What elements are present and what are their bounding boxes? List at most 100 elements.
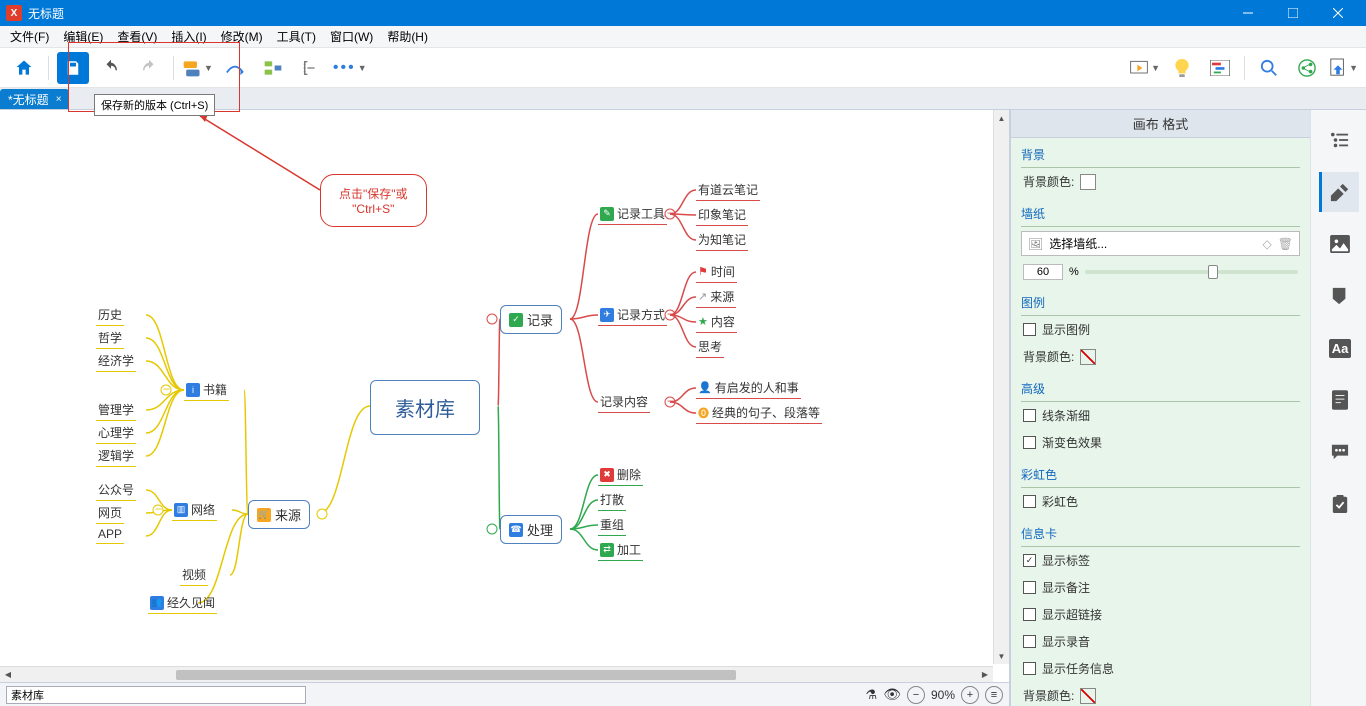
svg-text:−: − xyxy=(155,502,162,516)
tasks-checkbox[interactable] xyxy=(1023,662,1036,675)
links-checkbox[interactable] xyxy=(1023,608,1036,621)
mindmap-node[interactable]: ⇄加工 xyxy=(598,540,643,561)
menu-window[interactable]: 窗口(W) xyxy=(324,26,379,47)
image-tab-icon[interactable] xyxy=(1319,224,1359,264)
menu-view[interactable]: 查看(V) xyxy=(111,26,163,47)
mindmap-node[interactable]: 网页 xyxy=(96,503,124,524)
mindmap-node[interactable]: 哲学 xyxy=(96,328,124,349)
mindmap-node[interactable]: ☎处理 xyxy=(500,515,562,544)
wallpaper-opacity-slider[interactable]: 60% xyxy=(1021,260,1300,284)
menu-insert[interactable]: 插入(I) xyxy=(165,26,212,47)
presentation-dropdown[interactable]: ▼ xyxy=(1129,59,1160,77)
mindmap-node[interactable]: 🛒来源 xyxy=(248,500,310,529)
mindmap-node[interactable]: i书籍 xyxy=(184,380,229,401)
mindmap-node[interactable]: 视频 xyxy=(180,565,208,586)
menu-file[interactable]: 文件(F) xyxy=(4,26,55,47)
section-legend: 图例 xyxy=(1021,290,1300,316)
canvas-wrap: −−−−− 点击"保存"或 "Ctrl+S" ▲▼ ◀▶ 素材库✓记录✎记录工具… xyxy=(0,110,1010,706)
taper-checkbox[interactable] xyxy=(1023,409,1036,422)
mindmap-node[interactable]: 历史 xyxy=(96,305,124,326)
mindmap-node[interactable]: ✈记录方式 xyxy=(598,305,667,326)
mindmap-node[interactable]: 👤有启发的人和事 xyxy=(696,378,801,399)
tags-checkbox[interactable]: ✓ xyxy=(1023,554,1036,567)
legend-bg-swatch[interactable] xyxy=(1080,349,1096,365)
outline-input[interactable] xyxy=(6,686,306,704)
mindmap-node[interactable]: APP xyxy=(96,526,124,544)
undo-button[interactable] xyxy=(95,52,127,84)
menu-edit[interactable]: 编辑(E) xyxy=(57,26,109,47)
rainbow-checkbox[interactable] xyxy=(1023,495,1036,508)
tab-close-icon[interactable]: × xyxy=(53,93,65,105)
mindmap-node[interactable]: 印象笔记 xyxy=(696,205,748,226)
mindmap-node[interactable]: 经济学 xyxy=(96,351,136,372)
home-button[interactable] xyxy=(8,52,40,84)
fit-button[interactable]: ≡ xyxy=(985,686,1003,704)
mindmap-node[interactable]: ✓记录 xyxy=(500,305,562,334)
more-dropdown[interactable]: •••▼ xyxy=(333,59,367,77)
mindmap-canvas[interactable]: −−−−− 点击"保存"或 "Ctrl+S" ▲▼ ◀▶ 素材库✓记录✎记录工具… xyxy=(0,110,1009,682)
gantt-button[interactable] xyxy=(1204,52,1236,84)
idea-button[interactable] xyxy=(1166,52,1198,84)
gradient-checkbox[interactable] xyxy=(1023,436,1036,449)
zoom-in-button[interactable]: + xyxy=(961,686,979,704)
notes-tab-icon[interactable] xyxy=(1319,380,1359,420)
menu-modify[interactable]: 修改(M) xyxy=(215,26,269,47)
save-button[interactable] xyxy=(57,52,89,84)
mindmap-node[interactable]: ↗来源 xyxy=(696,287,736,308)
notes-checkbox[interactable] xyxy=(1023,581,1036,594)
minimize-button[interactable] xyxy=(1225,0,1270,26)
mindmap-node[interactable]: 心理学 xyxy=(96,423,136,444)
task-tab-icon[interactable] xyxy=(1319,484,1359,524)
summary-button[interactable] xyxy=(295,52,327,84)
card-bg-swatch[interactable] xyxy=(1080,688,1096,704)
mindmap-node[interactable]: 有道云笔记 xyxy=(696,180,760,201)
format-tab-icon[interactable] xyxy=(1319,172,1359,212)
legend-show-checkbox[interactable] xyxy=(1023,323,1036,336)
font-tab-icon[interactable]: Aa xyxy=(1319,328,1359,368)
mindmap-node[interactable]: 管理学 xyxy=(96,400,136,421)
mindmap-node[interactable]: 公众号 xyxy=(96,480,136,501)
search-button[interactable] xyxy=(1253,52,1285,84)
share-button[interactable] xyxy=(1291,52,1323,84)
export-dropdown[interactable]: ▼ xyxy=(1329,58,1358,78)
vertical-scrollbar[interactable]: ▲▼ xyxy=(993,110,1009,664)
mindmap-node[interactable]: 思考 xyxy=(696,337,724,358)
statusbar: ⚗ 👁 − 90% + ≡ xyxy=(0,682,1009,706)
redo-button[interactable] xyxy=(133,52,165,84)
boundary-button[interactable] xyxy=(257,52,289,84)
topic-dropdown[interactable]: ▼ xyxy=(182,59,213,77)
comments-tab-icon[interactable] xyxy=(1319,432,1359,472)
mindmap-node[interactable]: 素材库 xyxy=(370,380,480,435)
outline-tab-icon[interactable] xyxy=(1319,120,1359,160)
horizontal-scrollbar[interactable]: ◀▶ xyxy=(0,666,993,682)
tab-label: *无标题 xyxy=(8,91,49,108)
mindmap-node[interactable]: ⚑时间 xyxy=(696,262,737,283)
relationship-button[interactable] xyxy=(219,52,251,84)
mindmap-node[interactable]: 重组 xyxy=(598,515,626,536)
zoom-out-button[interactable]: − xyxy=(907,686,925,704)
mindmap-node[interactable]: ★内容 xyxy=(696,312,737,333)
mindmap-node[interactable]: ✖删除 xyxy=(598,465,643,486)
wallpaper-chooser[interactable]: 🖼选择墙纸...◇🗑 xyxy=(1021,231,1300,256)
inspector-tabs: Aa xyxy=(1310,110,1366,706)
menu-tools[interactable]: 工具(T) xyxy=(271,26,322,47)
mindmap-node[interactable]: 👥经久见闻 xyxy=(148,593,217,614)
mindmap-node[interactable]: 为知笔记 xyxy=(696,230,748,251)
mindmap-node[interactable]: ✎记录工具 xyxy=(598,204,667,225)
mindmap-node[interactable]: 逻辑学 xyxy=(96,446,136,467)
mindmap-node[interactable]: 记录内容 xyxy=(598,392,650,413)
section-bg: 背景 xyxy=(1021,142,1300,168)
audio-checkbox[interactable] xyxy=(1023,635,1036,648)
close-button[interactable] xyxy=(1315,0,1360,26)
document-tab[interactable]: *无标题 × xyxy=(0,89,69,109)
bg-color-swatch[interactable] xyxy=(1080,174,1096,190)
maximize-button[interactable] xyxy=(1270,0,1315,26)
marker-tab-icon[interactable] xyxy=(1319,276,1359,316)
mindmap-node[interactable]: ⓿经典的句子、段落等 xyxy=(696,403,822,424)
menu-help[interactable]: 帮助(H) xyxy=(381,26,434,47)
mindmap-node[interactable]: ▥网络 xyxy=(172,500,217,521)
section-infocard: 信息卡 xyxy=(1021,521,1300,547)
filter-icon[interactable]: ⚗ xyxy=(866,687,878,703)
mindmap-node[interactable]: 打散 xyxy=(598,490,626,511)
visibility-icon[interactable]: 👁 xyxy=(883,686,901,703)
